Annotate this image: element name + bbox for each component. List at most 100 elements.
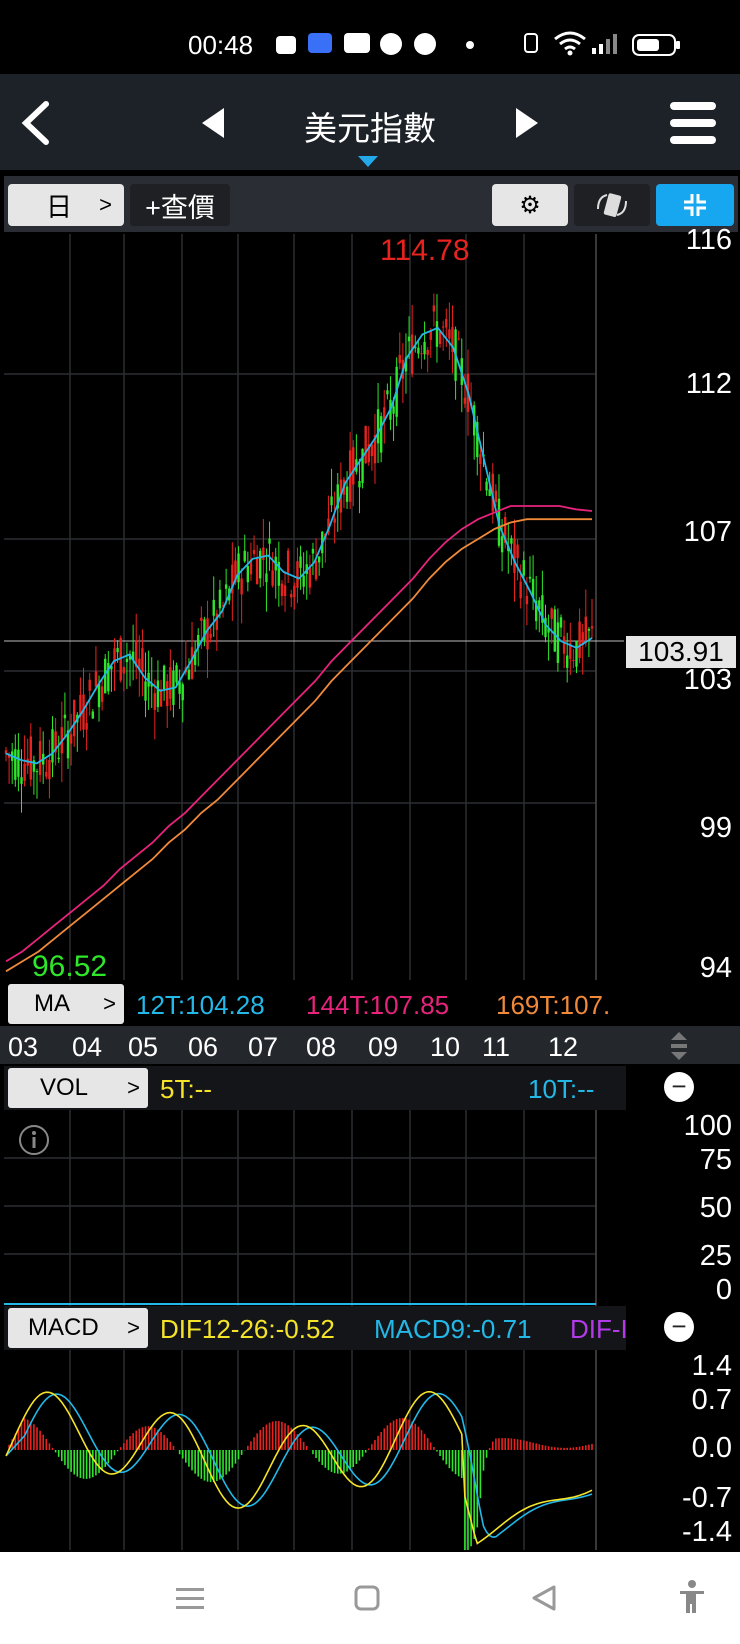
collapse-macd-button[interactable]: − [664,1312,694,1342]
candle-body [169,667,172,699]
candle-body [376,409,380,444]
candle-body [451,326,454,353]
candle-body [370,444,374,457]
candle-body [215,613,219,630]
ma-label: MA [34,990,70,1017]
candle-body [528,576,532,579]
fullscreen-button[interactable] [656,184,734,226]
last-price-tag: 103.91 [626,636,736,668]
candle-body [445,319,448,328]
candle-body [327,518,330,533]
vol-tick: 0 [715,1274,732,1306]
candle-body [429,330,432,340]
candle-body [206,618,209,650]
month-label: 11 [482,1032,511,1062]
page-title[interactable]: 美元指數 [304,110,436,147]
vol-label: VOL [40,1074,89,1101]
next-symbol-icon[interactable] [514,106,540,140]
candle-body [203,619,206,640]
candle-body [578,621,581,659]
candle-body [296,561,299,588]
candle-body [404,357,408,372]
candle-body [150,683,153,687]
candle-body [494,490,498,503]
candle-body [91,711,95,719]
youtube-icon [344,33,370,53]
candle-body [212,599,215,616]
candle-body [32,760,36,772]
candle-body [476,421,479,458]
month-label: 05 [128,1032,159,1062]
price-chart[interactable] [4,234,624,980]
prev-symbol-icon[interactable] [200,106,226,140]
candle-body [383,407,386,421]
info-icon[interactable] [18,1124,50,1156]
candle-body [246,566,250,583]
candle-body [57,757,60,760]
volume-chart[interactable] [4,1110,624,1306]
menu-icon[interactable] [670,100,716,146]
cell-signal-icon [592,34,617,54]
candle-body [135,640,138,667]
candle-body [243,550,246,562]
month-label: 03 [8,1032,39,1062]
y-tick-112: 112 [685,368,732,400]
vol-selector[interactable]: VOL > [8,1068,148,1108]
candle-body [51,729,54,763]
macd-chart[interactable] [4,1350,624,1550]
rotate-button[interactable] [574,184,650,226]
ma-selector[interactable]: MA > [8,984,124,1024]
candle-body [441,326,445,328]
candle-body [110,666,113,670]
month-label: 07 [248,1032,279,1062]
candle-body [218,589,222,609]
candle-body [104,658,107,694]
candle-body [522,560,525,576]
candle-body [358,480,361,488]
candle-body [386,390,389,395]
candle-body [531,578,535,598]
chevron-down-icon[interactable] [358,156,378,168]
chevron-right-icon: > [103,991,116,1016]
back-icon[interactable] [18,100,52,146]
candle-body [209,633,212,638]
period-button[interactable]: 日 > [8,184,124,226]
candle-body [432,305,436,312]
drag-handle-icon[interactable] [668,1030,690,1062]
settings-button[interactable]: ⚙ [492,184,568,226]
candle-body [584,616,587,644]
osc-legend: DIF-I [570,1314,626,1344]
add-quote-button[interactable]: +查價 [130,184,230,226]
cat-icon [414,33,436,55]
collapse-vol-button[interactable]: − [664,1072,694,1102]
candle-body [141,648,144,672]
candle-body [299,556,302,568]
macd-selector[interactable]: MACD > [8,1308,148,1348]
candle-body [166,680,169,706]
candle-body [14,749,17,780]
back-nav-icon[interactable] [530,1584,558,1612]
candle-body [423,341,426,355]
candle-body [178,681,181,694]
vol-tick: 75 [699,1144,732,1176]
candle-body [290,594,293,598]
candle-body [85,722,88,730]
home-icon[interactable] [354,1584,380,1612]
candle-body [48,759,51,780]
status-clock: 00:48 [188,30,254,60]
vol-tick: 25 [699,1240,732,1272]
accessibility-icon[interactable] [678,1580,706,1614]
candle-body [534,600,538,622]
candle-body [364,426,367,464]
dif-legend: DIF12-26:-0.52 [160,1314,335,1344]
candle-body [379,416,383,453]
candle-body [491,473,494,512]
recents-icon[interactable] [176,1586,204,1612]
candle-body [131,651,135,661]
candle-body [317,556,321,563]
vol-ma10-legend: 10T:-- [528,1074,595,1104]
month-label: 12 [548,1032,579,1062]
candle-body [175,665,178,683]
candle-body [73,699,76,737]
candle-body [426,350,429,355]
